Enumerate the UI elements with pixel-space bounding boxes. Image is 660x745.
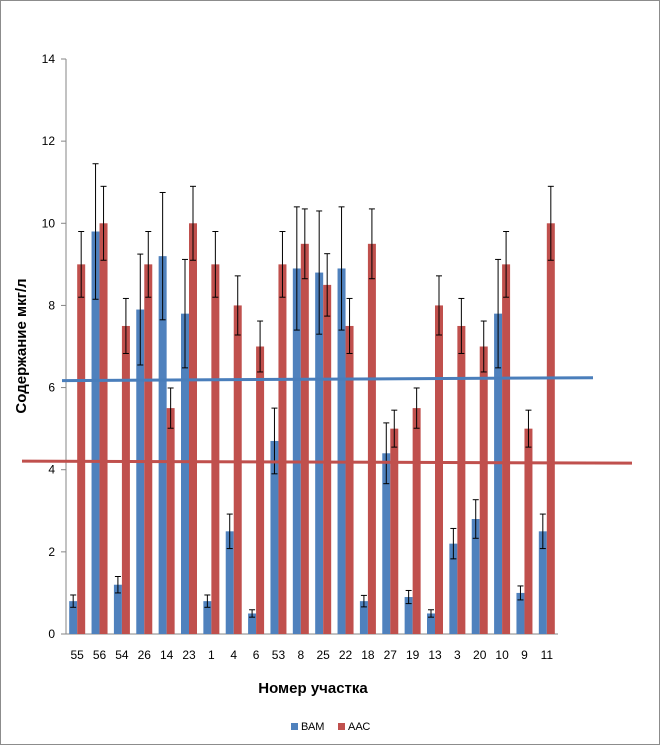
bar-vam-26 [136,309,145,634]
bar-vam-11 [538,531,547,634]
bar-aas-13 [435,305,443,634]
bar-aas-25 [323,284,332,634]
bar-aas-56 [99,223,108,635]
bar-aas-3 [457,325,466,634]
y-tick-label: 4 [48,463,55,477]
x-tick-label: 11 [541,648,554,662]
reference-lines [21,376,633,465]
y-tick-label: 10 [42,216,56,230]
bar-vam-1 [203,601,212,634]
bar-vam-20 [471,519,480,634]
bar-vam-19 [404,597,413,634]
bar-vam-56 [91,231,100,634]
x-tick-label: 53 [272,648,286,662]
bar-aas-18 [367,243,376,635]
y-axis-title: Содержание мкг/л [13,278,30,413]
bar-aas-22 [345,325,354,634]
x-tick-label: 25 [317,648,331,662]
x-tick-label: 14 [160,648,174,662]
bar-aas-20 [479,346,488,634]
x-axis-ticks: 55 56 54 26 14 23 1 4 6 53 8 25 22 18 27 19 13 3 20 10 9 11 [71,648,554,662]
bar-aas-10 [502,264,511,634]
bars [69,223,555,635]
legend-label-aas: ААС [348,721,370,733]
bar-vam-14 [158,256,167,634]
x-tick-label: 27 [384,648,398,662]
bar-aas-55 [77,264,86,634]
x-tick-label: 4 [230,648,237,662]
x-tick-label: 54 [115,648,129,662]
bar-vam-4 [225,531,234,634]
reference-line [61,376,594,383]
x-tick-label: 13 [428,648,442,662]
bar-vam-10 [494,313,503,634]
x-tick-label: 19 [406,648,420,662]
legend-label-vam: ВАМ [301,721,324,733]
bar-vam-8 [292,268,301,634]
bar-aas-1 [211,264,220,634]
bar-aas-26 [144,264,153,634]
y-tick-label: 12 [42,134,56,148]
bar-aas-11 [546,223,555,635]
bar-vam-6 [248,613,257,634]
bar-aas-6 [256,346,265,634]
bar-vam-25 [315,272,324,634]
x-tick-label: 18 [361,648,375,662]
x-tick-label: 20 [473,648,487,662]
x-tick-label: 56 [93,648,107,662]
reference-line [21,459,633,465]
x-tick-label: 10 [495,648,509,662]
bar-vam-55 [69,601,78,634]
bar-aas-14 [166,408,175,634]
y-axis-ticks: 0 2 4 6 8 10 12 14 [42,52,66,641]
x-tick-label: 6 [253,648,260,662]
x-axis-title: Номер участка [258,680,368,697]
bar-vam-54 [113,584,122,634]
error-bars [70,163,554,618]
bar-vam-22 [337,268,346,634]
bar-vam-23 [181,313,189,634]
bar-aas-53 [278,264,287,634]
legend-swatch-aas [338,723,345,730]
bar-vam-27 [382,453,391,634]
y-tick-label: 6 [48,381,55,395]
x-tick-label: 8 [297,648,304,662]
y-tick-label: 0 [48,627,55,641]
bar-aas-8 [300,243,309,635]
x-tick-label: 55 [71,648,85,662]
bar-aas-9 [524,428,533,634]
bar-vam-13 [427,613,435,634]
y-tick-label: 14 [42,52,56,66]
bar-aas-54 [121,325,130,634]
x-tick-label: 9 [521,648,528,662]
y-tick-label: 2 [48,545,55,559]
bar-aas-27 [390,428,399,634]
bar-vam-9 [516,592,525,634]
x-tick-label: 3 [454,648,461,662]
x-tick-label: 1 [208,648,215,662]
bar-vam-18 [359,601,368,634]
legend: ВАМ ААС [291,721,370,733]
bar-vam-3 [449,543,458,634]
x-tick-label: 22 [339,648,353,662]
x-tick-label: 23 [182,648,196,662]
legend-swatch-vam [291,723,298,730]
bar-vam-53 [270,440,279,634]
bar-aas-23 [189,223,197,635]
bar-aas-19 [412,408,421,634]
bar-aas-4 [233,305,242,634]
y-tick-label: 8 [48,298,55,312]
x-tick-label: 26 [138,648,152,662]
